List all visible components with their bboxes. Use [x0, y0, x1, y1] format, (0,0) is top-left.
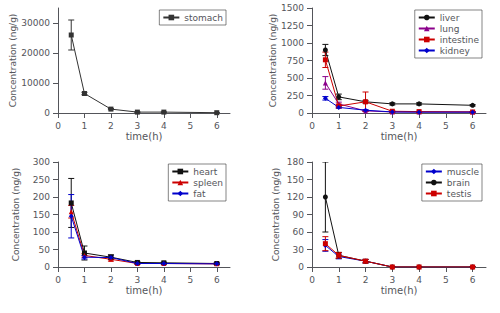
svg-text:Concentration (ng/g): Concentration (ng/g) [268, 14, 278, 108]
svg-text:30: 30 [293, 245, 305, 255]
svg-text:intestine: intestine [440, 35, 480, 45]
svg-text:Concentration (ng/g): Concentration (ng/g) [11, 168, 21, 262]
svg-text:kidney: kidney [440, 46, 471, 56]
svg-text:3: 3 [389, 275, 395, 285]
svg-text:300: 300 [33, 157, 50, 167]
svg-text:0: 0 [309, 121, 315, 131]
svg-text:50: 50 [39, 245, 51, 255]
svg-text:6: 6 [470, 121, 476, 131]
svg-text:0: 0 [55, 275, 61, 285]
svg-text:2: 2 [108, 275, 114, 285]
svg-text:4: 4 [416, 121, 422, 131]
svg-text:5: 5 [187, 275, 193, 285]
svg-text:Concentration (ng/g): Concentration (ng/g) [271, 168, 281, 262]
svg-text:3: 3 [389, 121, 395, 131]
svg-text:3: 3 [135, 121, 141, 131]
svg-text:1: 1 [336, 121, 342, 131]
svg-text:0: 0 [55, 121, 61, 131]
svg-text:6: 6 [214, 275, 220, 285]
svg-text:time(h): time(h) [381, 131, 418, 142]
svg-text:60: 60 [293, 227, 305, 237]
svg-text:heart: heart [193, 167, 217, 177]
svg-text:2: 2 [363, 121, 369, 131]
svg-text:0: 0 [309, 275, 315, 285]
svg-text:0: 0 [298, 108, 304, 118]
svg-text:100: 100 [33, 227, 50, 237]
svg-text:muscle: muscle [447, 167, 480, 177]
svg-text:5: 5 [443, 121, 449, 131]
svg-text:stomach: stomach [184, 13, 223, 23]
svg-text:4: 4 [161, 275, 167, 285]
svg-text:250: 250 [33, 175, 50, 185]
svg-text:testis: testis [447, 189, 472, 199]
svg-text:3: 3 [135, 275, 141, 285]
svg-text:liver: liver [440, 13, 460, 23]
svg-text:lung: lung [440, 24, 460, 34]
svg-text:spleen: spleen [193, 178, 223, 188]
svg-text:6: 6 [214, 121, 220, 131]
svg-text:250: 250 [287, 91, 304, 101]
svg-text:150: 150 [287, 175, 304, 185]
svg-text:1: 1 [82, 121, 88, 131]
svg-text:1250: 1250 [281, 21, 304, 31]
svg-text:0: 0 [44, 262, 50, 272]
svg-text:time(h): time(h) [381, 285, 418, 296]
svg-text:1: 1 [336, 275, 342, 285]
svg-text:2: 2 [108, 121, 114, 131]
svg-text:5: 5 [187, 121, 193, 131]
svg-text:0: 0 [298, 262, 304, 272]
svg-text:1000: 1000 [281, 38, 304, 48]
svg-text:150: 150 [33, 210, 50, 220]
svg-text:brain: brain [447, 178, 470, 188]
svg-text:200: 200 [33, 192, 50, 202]
svg-text:fat: fat [193, 189, 206, 199]
svg-text:20000: 20000 [21, 48, 50, 58]
svg-text:120: 120 [287, 192, 304, 202]
svg-text:5: 5 [443, 275, 449, 285]
svg-text:90: 90 [293, 210, 305, 220]
svg-text:2: 2 [363, 275, 369, 285]
svg-text:4: 4 [416, 275, 422, 285]
svg-text:1: 1 [82, 275, 88, 285]
svg-text:time(h): time(h) [126, 131, 163, 142]
svg-text:time(h): time(h) [126, 285, 163, 296]
svg-text:10000: 10000 [21, 78, 50, 88]
svg-text:180: 180 [287, 157, 304, 167]
svg-text:750: 750 [287, 56, 304, 66]
svg-text:6: 6 [470, 275, 476, 285]
svg-text:1500: 1500 [281, 3, 304, 13]
svg-text:30000: 30000 [21, 18, 50, 28]
svg-text:0: 0 [44, 108, 50, 118]
svg-text:4: 4 [161, 121, 167, 131]
svg-text:500: 500 [287, 73, 304, 83]
svg-text:Concentration (ng/g): Concentration (ng/g) [8, 14, 18, 108]
